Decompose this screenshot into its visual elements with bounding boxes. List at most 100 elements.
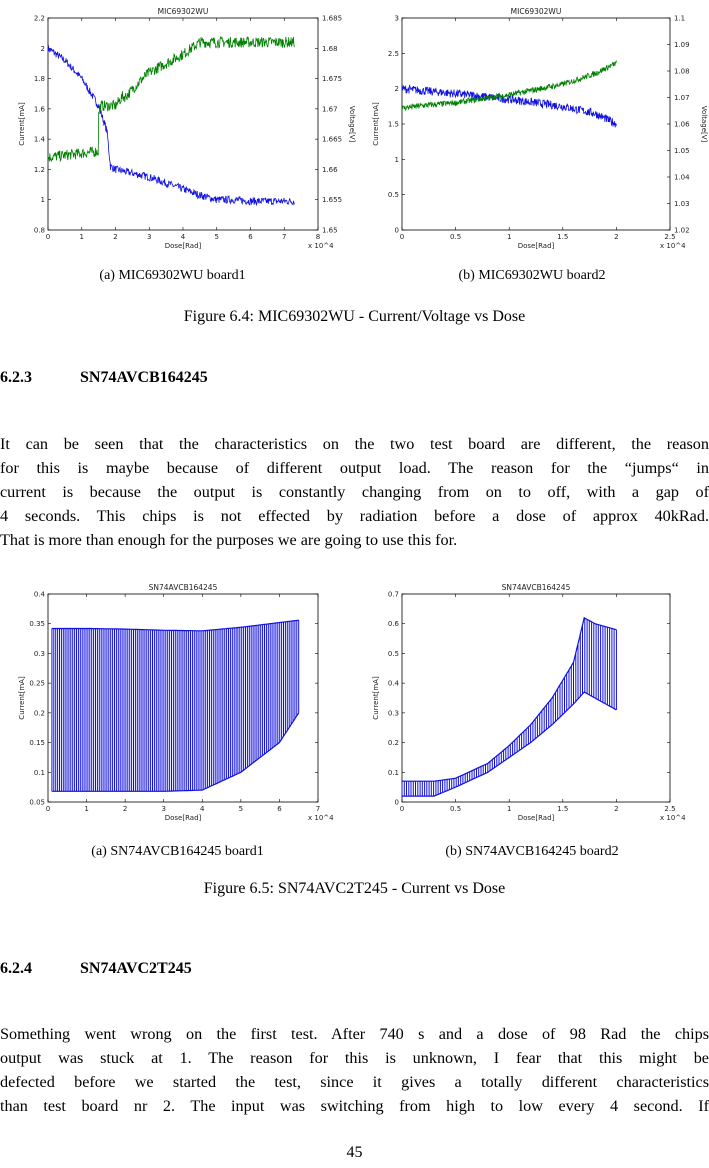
x-exponent-label: x 10^4 (308, 814, 334, 822)
y-tick-label: 1.6 (34, 105, 46, 113)
chart-title: MIC69302WU (158, 7, 209, 16)
y-tick-label: 0.4 (388, 680, 400, 688)
plot-frame (47, 593, 319, 803)
x-tick-label: 0 (400, 805, 404, 813)
y-right-tick-label: 1.65 (322, 227, 338, 235)
paragraph-line: current is because the output is constan… (0, 483, 709, 501)
y-tick-label: 1 (41, 196, 45, 204)
series-voltage (401, 60, 617, 112)
subfigure-6-4-b: MIC69302WU 0 0.5 1 1.5 2 2.5 0 0.5 1 1.5 2 2.5 3 1.02 1… (360, 0, 708, 260)
x-tick-label: 4 (181, 233, 186, 241)
paragraph-line: output was stuck at 1. The reason for th… (0, 1049, 709, 1067)
x-tick-label: 1 (507, 233, 511, 241)
paragraph-line: It can be seen that the characteristics … (0, 435, 709, 453)
chart-mic69302wu-board2: MIC69302WU 0 0.5 1 1.5 2 2.5 0 0.5 1 1.5 2 2.5 3 1.02 1… (372, 7, 708, 250)
x-axis-label: Dose[Rad] (165, 242, 202, 250)
y-tick-label: 2 (41, 45, 45, 53)
y-tick-label: 0 (395, 227, 399, 235)
x-tick-label: 1.5 (557, 805, 568, 813)
plot-frame (401, 17, 671, 231)
x-tick-label: 2 (113, 233, 117, 241)
x-axis-label: Dose[Rad] (518, 242, 555, 250)
y-tick-label: 0.2 (34, 709, 45, 717)
section-title: SN74AVC2T245 (80, 960, 192, 977)
y-tick-label: 1.4 (34, 136, 46, 144)
x-tick-label: 8 (316, 233, 320, 241)
y-tick-label: 0.1 (388, 769, 399, 777)
x-tick-label: 2.5 (664, 233, 675, 241)
y-axis-label: Current[mA] (372, 676, 380, 720)
x-tick-label: 0.5 (450, 233, 461, 241)
y-axis-label: Current[mA] (18, 676, 26, 720)
subfigure-6-4-a: MIC69302WU 0 1 2 3 4 5 6 7 8 0.8 1 1.2 1.4 1.6 1.8 2 2.2 1… (0, 0, 356, 260)
y-tick-label: 0.4 (34, 591, 46, 599)
series-current (401, 84, 617, 128)
x-tick-label: 7 (282, 233, 286, 241)
x-exponent-label: x 10^4 (660, 242, 686, 250)
series-current-high (402, 616, 617, 782)
y-right-tick-label: 1.07 (674, 94, 690, 102)
chart-title: MIC69302WU (511, 7, 562, 16)
y-tick-label: 1.5 (388, 121, 399, 129)
x-tick-label: 5 (215, 233, 219, 241)
paragraph-line: Something went wrong on the first test. … (0, 1025, 709, 1043)
y-tick-label: 2.5 (388, 50, 399, 58)
y-right-tick-label: 1.1 (674, 15, 685, 23)
y-right-axis-label: Voltage[V] (348, 106, 356, 143)
x-exponent-label: x 10^4 (308, 242, 334, 250)
subfigure-6-5-a: SN74AVCB164245 0 1 2 3 4 5 6 7 0.05 0.1 0.15 0.2 0.25… (0, 578, 345, 838)
plot-frame (401, 593, 671, 803)
x-tick-label: 0.5 (450, 805, 461, 813)
y-right-tick-label: 1.08 (674, 68, 690, 76)
section-heading-6-2-4: 6.2.4 SN74AVC2T245 (0, 960, 192, 978)
page-number: 45 (346, 1144, 363, 1161)
paragraph-line: defected before we started the test, sin… (0, 1073, 709, 1091)
y-right-tick-label: 1.09 (674, 41, 690, 49)
x-tick-label: 2.5 (664, 805, 675, 813)
section-title: SN74AVCB164245 (80, 369, 208, 386)
x-tick-label: 2 (123, 805, 127, 813)
y-right-tick-label: 1.67 (322, 105, 338, 113)
x-tick-label: 1.5 (557, 233, 568, 241)
y-right-tick-label: 1.02 (674, 227, 690, 235)
paragraph-line: That is more than enough for the purpose… (0, 531, 458, 549)
subcaption-a: (a) SN74AVCB164245 board1 (91, 844, 264, 859)
y-right-tick-label: 1.675 (322, 75, 342, 83)
section-number: 6.2.4 (0, 960, 32, 977)
series-current (47, 45, 295, 207)
y-tick-label: 0.1 (34, 769, 45, 777)
y-axis-label: Current[mA] (372, 102, 380, 146)
y-tick-label: 0.5 (388, 191, 399, 199)
y-tick-label: 0.3 (388, 709, 399, 717)
chart-title: SN74AVCB164245 (149, 583, 218, 592)
paragraph-line: than test board nr 2. The input was swit… (0, 1097, 709, 1115)
y-right-tick-label: 1.655 (322, 196, 342, 204)
y-right-tick-label: 1.05 (674, 147, 690, 155)
x-tick-label: 7 (316, 805, 320, 813)
x-tick-label: 1 (80, 233, 84, 241)
x-tick-label: 0 (46, 233, 50, 241)
series-current-high (51, 619, 299, 632)
chart-title: SN74AVCB164245 (502, 583, 571, 592)
x-tick-label: 2 (614, 233, 618, 241)
y-tick-label: 1.8 (34, 75, 45, 83)
y-tick-label: 0.35 (29, 620, 45, 628)
x-tick-label: 5 (239, 805, 243, 813)
y-tick-label: 0.15 (29, 739, 45, 747)
y-right-axis-label: Voltage[V] (700, 106, 708, 143)
x-axis-label: Dose[Rad] (165, 814, 202, 822)
y-tick-label: 0.2 (388, 739, 399, 747)
series-voltage (47, 35, 295, 163)
x-tick-label: 6 (277, 805, 282, 813)
series-current-low (51, 712, 300, 792)
figure-6-4-caption: Figure 6.4: MIC69302WU - Current/Voltage… (183, 308, 526, 325)
y-right-tick-label: 1.03 (674, 200, 690, 208)
y-tick-label: 1 (395, 156, 399, 164)
section-heading-6-2-3: 6.2.3 SN74AVCB164245 (0, 369, 208, 387)
y-right-tick-label: 1.04 (674, 174, 690, 182)
paragraph-line: for this is maybe because of different o… (0, 459, 709, 477)
y-tick-label: 2 (395, 85, 399, 93)
x-tick-label: 0 (46, 805, 50, 813)
x-tick-label: 3 (161, 805, 165, 813)
